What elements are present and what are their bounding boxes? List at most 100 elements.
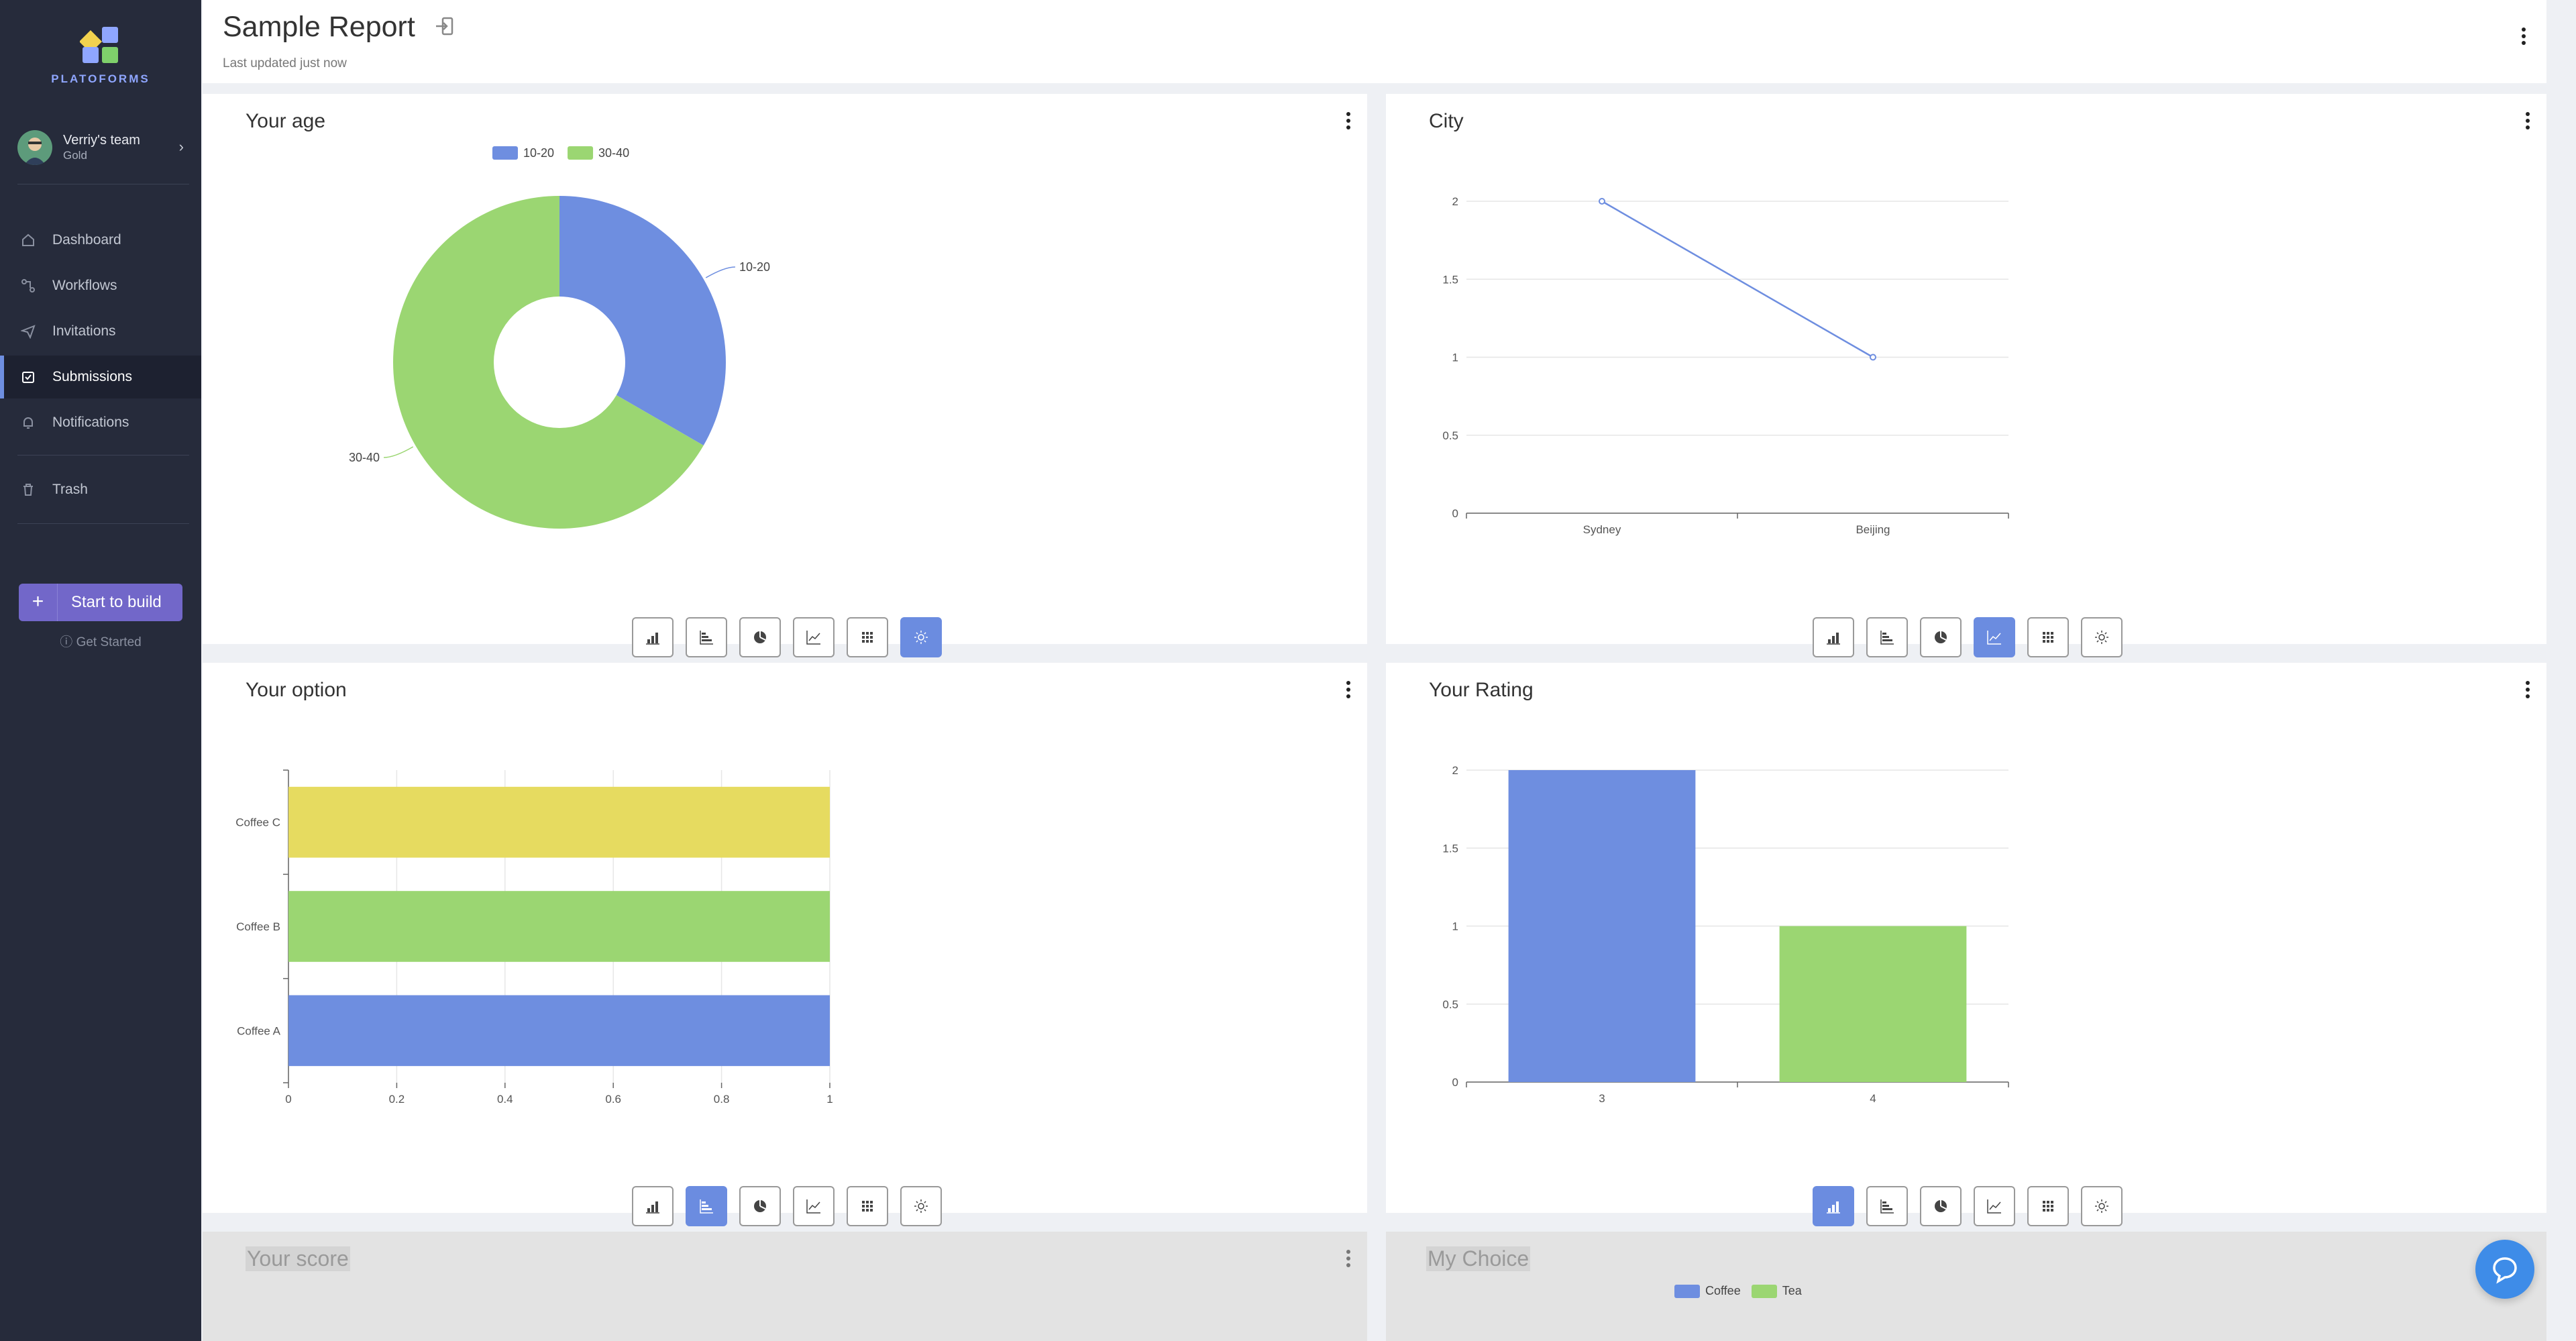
more-vertical-icon[interactable] [2525,111,2530,133]
horizontal-bar-view-button[interactable] [1866,1186,1908,1226]
line-chart-view-button[interactable] [1974,617,2015,657]
bar-chart-icon [644,629,661,646]
bar-chart-view-button[interactable] [1813,617,1854,657]
chart-type-toolbar [632,617,942,657]
sidebar: PLATOFORMS Verriy's team Gold › Dashboar… [0,0,201,1341]
nav-label: Dashboard [52,232,121,248]
pie-chart-icon [1932,629,1949,646]
horizontal-bar-view-button[interactable] [686,617,727,657]
line-chart-view-button[interactable] [793,617,835,657]
data-point-Sydney [1599,198,1605,205]
more-vertical-icon[interactable] [1346,111,1351,133]
nav-notifications[interactable]: Notifications [0,401,201,444]
option-horizontal-bar-chart: 0 0.2 0.4 0.6 0.8 1 Coffee A Coffee B Coffee C [235,769,833,1106]
more-vertical-icon[interactable] [2525,680,2530,702]
card-title: Your option [246,679,347,701]
logo-text: PLATOFORMS [51,72,150,85]
bar-chart-icon [644,1197,661,1215]
table-grid-view-button[interactable] [2027,617,2069,657]
card-my-choice: My Choice Coffee Tea [1386,1232,2546,1341]
y-tick-label: 2 [1452,195,1458,208]
nav-workflows[interactable]: Workflows [0,264,201,307]
card-title: City [1429,110,1464,132]
x-tick-label: 0.4 [497,1093,513,1106]
sun-view-button[interactable] [2081,617,2123,657]
line-chart-icon [805,1197,822,1215]
chart-legend: Coffee Tea [1674,1284,1802,1298]
share-login-icon[interactable] [433,15,456,41]
page-title: Sample Report [223,11,415,43]
card-title: Your age [246,110,326,132]
line-chart-view-button[interactable] [1974,1186,2015,1226]
nav-invitations[interactable]: Invitations [0,310,201,353]
sun-view-button[interactable] [2081,1186,2123,1226]
nav-label: Workflows [52,278,117,293]
logo[interactable]: PLATOFORMS [0,24,201,86]
chat-support-button[interactable] [2475,1240,2534,1299]
line-chart-view-button[interactable] [793,1186,835,1226]
legend-item: Coffee [1674,1284,1741,1298]
city-line-chart: 0 0.5 1 1.5 2 Sydney Beijing [1442,195,2009,536]
table-grid-view-button[interactable] [2027,1186,2069,1226]
pie-label: 30-40 [349,451,380,464]
horizontal-bar-icon [1878,1197,1896,1215]
pie-slice-30-40 [393,196,704,529]
bar-chart-icon [1825,1197,1842,1215]
start-to-build-button[interactable]: + Start to build [19,584,182,621]
platoforms-logo-icon [80,27,118,63]
pie-chart-view-button[interactable] [1920,1186,1962,1226]
legend-item: 30-40 [568,146,629,160]
plus-icon: + [19,584,58,621]
pie-chart-view-button[interactable] [739,1186,781,1226]
card-your-rating: Your Rating 0 0.5 1 1.5 2 3 4 [1386,663,2546,1226]
y-tick-label: 0 [1452,507,1458,520]
card-title: Your score [246,1246,350,1271]
horizontal-bar-view-button[interactable] [1866,617,1908,657]
chevron-right-icon: › [178,138,184,155]
nav-submissions[interactable]: Submissions [0,356,201,398]
get-started-link[interactable]: ⓘ Get Started [0,632,201,650]
y-tick-label: 1.5 [1442,842,1458,855]
y-tick-label: Coffee C [235,816,280,829]
table-grid-view-button[interactable] [847,617,888,657]
sun-view-button[interactable] [900,617,942,657]
legend-label: Coffee [1705,1284,1741,1297]
horizontal-bar-view-button[interactable] [686,1186,727,1226]
last-updated: Last updated just now [223,56,347,70]
y-tick-label: 0 [1452,1076,1458,1089]
team-switcher[interactable]: Verriy's team Gold › [17,127,189,168]
pie-chart-view-button[interactable] [1920,617,1962,657]
y-tick-label: 1 [1452,352,1458,364]
bar-chart-view-button[interactable] [632,1186,674,1226]
bar-chart-view-button[interactable] [632,617,674,657]
legend-item: Tea [1751,1284,1802,1298]
sun-icon [2093,1197,2110,1215]
legend-swatch [492,146,518,160]
card-your-option: Your option 0 0.2 0.4 0.6 0.8 1 Coffee A Coffee… [203,663,1367,1226]
x-tick-label: 1 [826,1093,833,1106]
chart-type-toolbar [1813,1186,2123,1226]
card-your-score: Your score [203,1232,1367,1341]
more-vertical-icon[interactable] [1346,1249,1351,1271]
nav-label: Invitations [52,323,116,339]
bar-chart-view-button[interactable] [1813,1186,1854,1226]
trash-icon [20,482,36,498]
table-grid-view-button[interactable] [847,1186,888,1226]
line-chart-icon [1986,629,2003,646]
pie-slice-10-20 [559,196,726,445]
nav-dashboard[interactable]: Dashboard [0,219,201,262]
sun-view-button[interactable] [900,1186,942,1226]
pie-chart-icon [751,629,769,646]
legend-label: 10-20 [523,146,554,160]
nav-label: Submissions [52,369,133,384]
nav-trash[interactable]: Trash [0,468,201,511]
more-vertical-icon[interactable] [1346,680,1351,702]
legend-label: 30-40 [598,146,629,160]
pie-chart-view-button[interactable] [739,617,781,657]
more-vertical-icon[interactable] [2521,27,2526,49]
chart-type-toolbar [1813,617,2123,657]
card-title: Your Rating [1429,679,1534,701]
help-circle-icon: ⓘ [60,635,73,649]
x-tick-label: 3 [1599,1092,1605,1105]
pie-label: 10-20 [739,260,770,274]
